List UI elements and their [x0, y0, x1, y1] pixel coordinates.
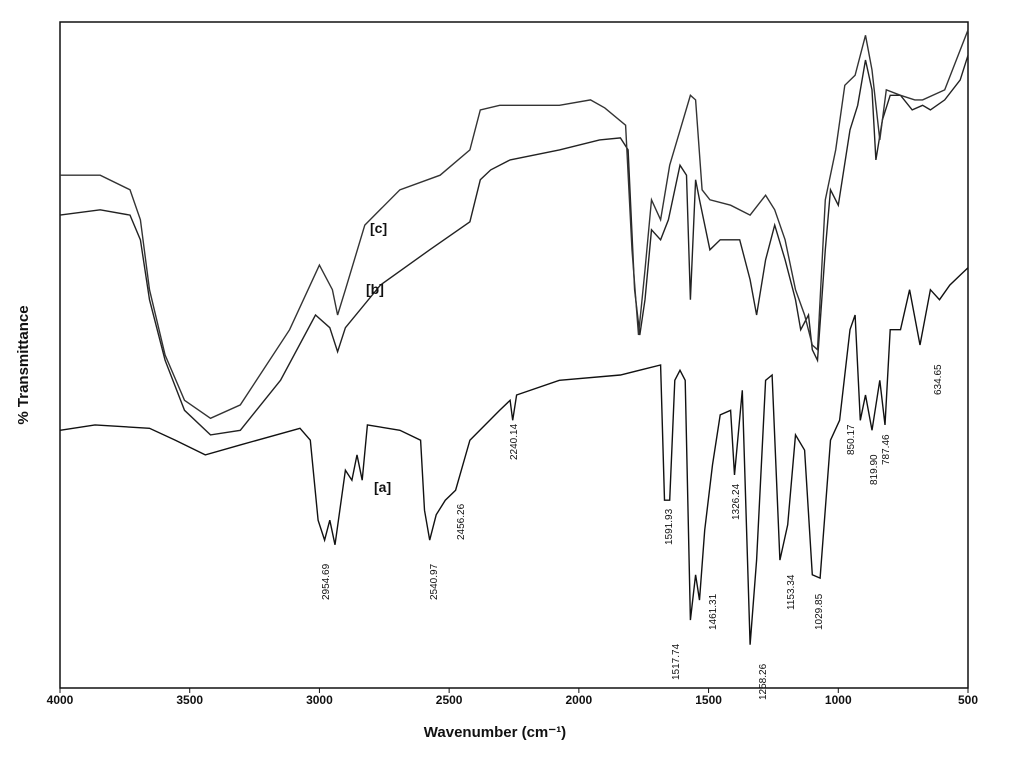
peak-label: 634.65 — [933, 364, 944, 395]
x-axis-title: Wavenumber (cm⁻¹) — [424, 724, 566, 741]
x-tick-label: 2500 — [436, 693, 463, 707]
peak-label: 1326.24 — [731, 483, 742, 520]
x-tick-label: 500 — [958, 693, 978, 707]
peak-label: 819.90 — [869, 454, 880, 485]
x-tick-label: 4000 — [47, 693, 74, 707]
x-tick-label: 1500 — [695, 693, 722, 707]
spectrum-line — [60, 29, 969, 420]
peak-label: 1517.74 — [671, 643, 682, 680]
series-label: [b] — [366, 281, 384, 297]
x-tick-label: 3000 — [306, 693, 333, 707]
peak-label: 787.46 — [881, 434, 892, 465]
series-label: [c] — [370, 220, 387, 236]
peak-label: 2240.14 — [509, 423, 520, 460]
peak-label: 850.17 — [846, 424, 857, 455]
peak-label: 2540.97 — [429, 563, 440, 600]
spectrum-line — [59, 55, 969, 436]
x-tick-label: 2000 — [566, 693, 593, 707]
x-tick-label: 1000 — [825, 693, 852, 707]
x-tick-label: 3500 — [176, 693, 203, 707]
peak-label: 1461.31 — [708, 593, 719, 630]
peak-label: 2954.69 — [321, 563, 332, 600]
peak-label: 1258.26 — [758, 663, 769, 700]
peak-label: 1153.34 — [786, 574, 797, 610]
peak-label: 1029.85 — [814, 593, 825, 630]
spectrum-line — [59, 267, 969, 645]
peak-label: 1591.93 — [664, 508, 675, 545]
plot-frame — [59, 21, 969, 689]
y-axis-title: % Transmittance — [15, 305, 32, 424]
series-label: [a] — [374, 479, 391, 495]
peak-label: 2456.26 — [456, 503, 467, 540]
